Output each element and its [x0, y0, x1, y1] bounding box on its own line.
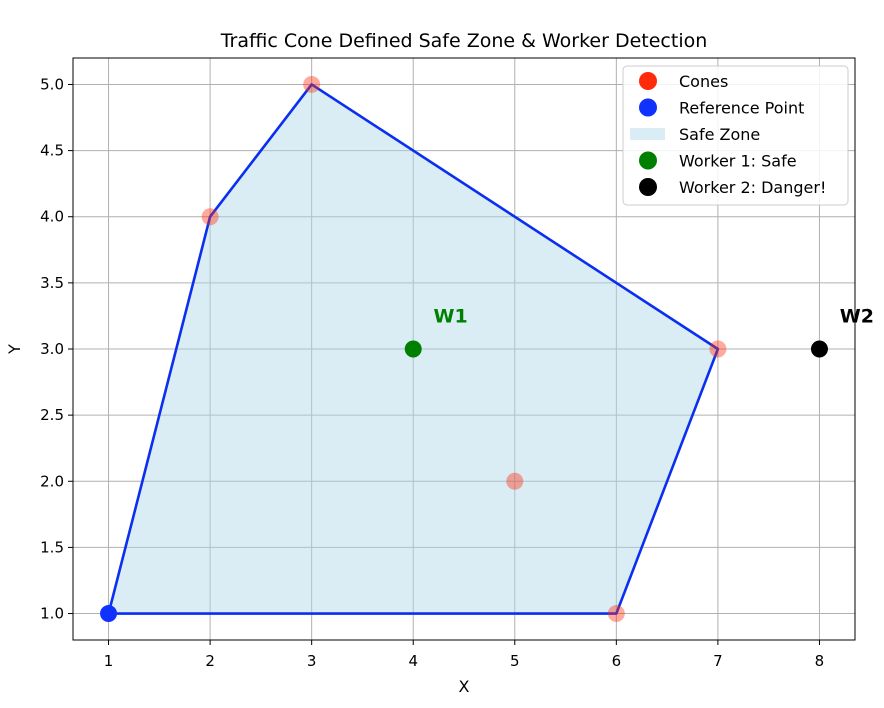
y-axis-label: Y — [5, 344, 24, 355]
x-tick-label: 5 — [510, 652, 520, 670]
cones-point — [607, 605, 625, 623]
y-tick-label: 2.0 — [40, 472, 64, 490]
legend-box — [622, 65, 849, 206]
x-tick-label: 2 — [205, 652, 215, 670]
y-tick-label: 2.5 — [40, 406, 64, 424]
legend: Cones Reference Point Safe Zone Worker 1: S… — [622, 65, 849, 206]
cones-point — [303, 75, 321, 93]
legend-label-worker-1-safe: Worker 1: Safe — [679, 152, 797, 171]
y-tick-label: 1.5 — [40, 538, 64, 556]
y-tick-label: 3.0 — [40, 340, 64, 358]
cones-point — [709, 340, 727, 358]
x-tick-label: 6 — [612, 652, 622, 670]
y-tick-label: 4.5 — [40, 142, 64, 160]
x-axis-label: X — [459, 677, 470, 696]
y-tick-label: 4.0 — [40, 208, 64, 226]
x-tick-label: 7 — [713, 652, 723, 670]
ticks-layer: 1 2 3 4 5 6 7 8 1.0 1.5 2.0 2.5 3.0 3.5 4.0 4.5 5.0 — [40, 75, 824, 670]
safe-zone-boundary — [107, 83, 720, 615]
annotation-w1: W1 — [434, 306, 468, 328]
y-tick-label: 5.0 — [40, 75, 64, 93]
x-tick-label: 8 — [815, 652, 825, 670]
y-tick-label: 3.5 — [40, 274, 64, 292]
annotation-w2: W2 — [840, 306, 874, 328]
y-tick-label: 1.0 — [40, 605, 64, 623]
x-tick-label: 4 — [408, 652, 418, 670]
reference-point-point — [100, 605, 118, 623]
legend-swatch-reference-point — [639, 98, 657, 117]
chart-title: Traffic Cone Defined Safe Zone & Worker … — [220, 30, 708, 52]
legend-label-reference-point: Reference Point — [679, 99, 804, 118]
x-tick-label: 1 — [104, 652, 114, 670]
legend-swatch-safe-zone — [630, 128, 665, 140]
x-tick-label: 3 — [307, 652, 317, 670]
legend-label-worker-2-danger: Worker 2: Danger! — [679, 178, 826, 197]
worker-1-safe-point — [404, 340, 422, 358]
points-layer — [100, 75, 828, 623]
legend-label-cones: Cones — [679, 72, 728, 91]
legend-swatch-worker-1-safe — [639, 151, 657, 170]
legend-swatch-cones — [639, 72, 657, 90]
legend-swatch-worker-2-danger — [639, 178, 657, 196]
legend-label-safe-zone: Safe Zone — [679, 125, 760, 144]
worker-2-danger-point — [810, 340, 828, 358]
cones-point — [506, 472, 524, 490]
cones-point — [201, 208, 219, 226]
annotations-layer: W1 W2 — [434, 306, 874, 328]
